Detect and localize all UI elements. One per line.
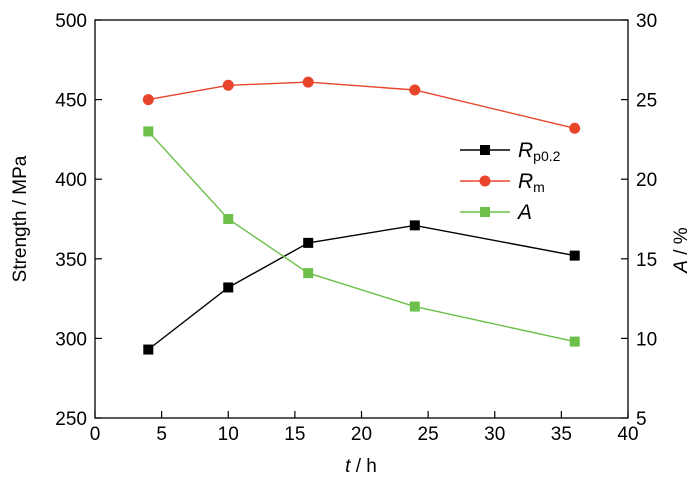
series-layer: [142, 76, 581, 355]
data-point: [409, 301, 420, 312]
legend-item: Rp0.2: [460, 139, 561, 164]
legend-marker: [479, 175, 491, 187]
series-0: [143, 220, 580, 355]
series-line: [148, 81, 575, 129]
right-y-tick-label: 25: [636, 91, 657, 112]
data-point: [569, 336, 580, 347]
right-y-tick-label: 20: [636, 170, 657, 191]
data-point: [303, 237, 314, 248]
data-point: [303, 268, 314, 279]
right-y-axis-ticks: 5 10 15 20 25 30: [621, 11, 657, 430]
left-y-axis-title: Strength / MPa: [10, 155, 31, 282]
left-y-tick-label: 250: [55, 409, 87, 430]
legend-label: Rm: [518, 170, 545, 195]
legend-label-main: R: [518, 139, 533, 162]
legend-label-main: R: [518, 170, 533, 193]
data-point: [223, 282, 234, 293]
legend-marker: [480, 145, 490, 155]
x-tick-label: 40: [617, 424, 638, 445]
left-y-tick-label: 400: [55, 170, 87, 191]
left-y-tick-label: 350: [55, 250, 87, 271]
left-y-axis-ticks: 250 300 350 400 450 500: [55, 11, 102, 430]
series-line: [147, 224, 575, 351]
x-tick-label: 35: [551, 424, 572, 445]
x-tick-label: 10: [218, 424, 239, 445]
left-y-tick-label: 500: [55, 11, 87, 32]
right-y-tick-label: 15: [636, 250, 657, 271]
data-point: [222, 79, 234, 91]
legend-label-subscript: m: [533, 179, 545, 195]
legend-label: A: [516, 201, 532, 224]
data-point: [223, 214, 234, 224]
data-point: [569, 122, 581, 134]
data-point: [143, 126, 154, 137]
data-point: [409, 84, 421, 96]
series-line: [147, 130, 575, 343]
x-tick-label: 0: [90, 424, 101, 445]
right-y-tick-label: 30: [636, 11, 657, 32]
x-tick-label: 5: [156, 424, 167, 445]
data-point: [142, 94, 154, 106]
series-1: [142, 76, 581, 134]
legend-item: A: [460, 201, 532, 224]
legend-label-main: A: [516, 201, 532, 224]
legend-label: Rp0.2: [518, 139, 561, 164]
right-y-axis-title: A / %: [671, 227, 692, 274]
data-point: [143, 344, 154, 355]
data-point: [302, 76, 314, 88]
data-point: [409, 220, 420, 231]
x-axis-ticks: 0 5 10 15 20 25 30 35 40: [90, 411, 639, 445]
x-tick-label: 30: [484, 424, 505, 445]
left-y-tick-label: 450: [55, 91, 87, 112]
legend-marker: [480, 207, 490, 217]
legend-label-subscript: p0.2: [533, 148, 560, 164]
x-axis-title: t / h: [345, 456, 377, 477]
data-point: [569, 250, 580, 261]
left-y-tick-label: 300: [55, 329, 87, 350]
legend-item: Rm: [460, 170, 545, 195]
series-2: [143, 126, 580, 347]
right-y-tick-label: 5: [636, 409, 647, 430]
plot-frame: [94, 19, 629, 419]
x-tick-label: 20: [351, 424, 372, 445]
x-tick-label: 25: [418, 424, 439, 445]
x-tick-label: 15: [284, 424, 305, 445]
right-y-tick-label: 10: [636, 329, 657, 350]
